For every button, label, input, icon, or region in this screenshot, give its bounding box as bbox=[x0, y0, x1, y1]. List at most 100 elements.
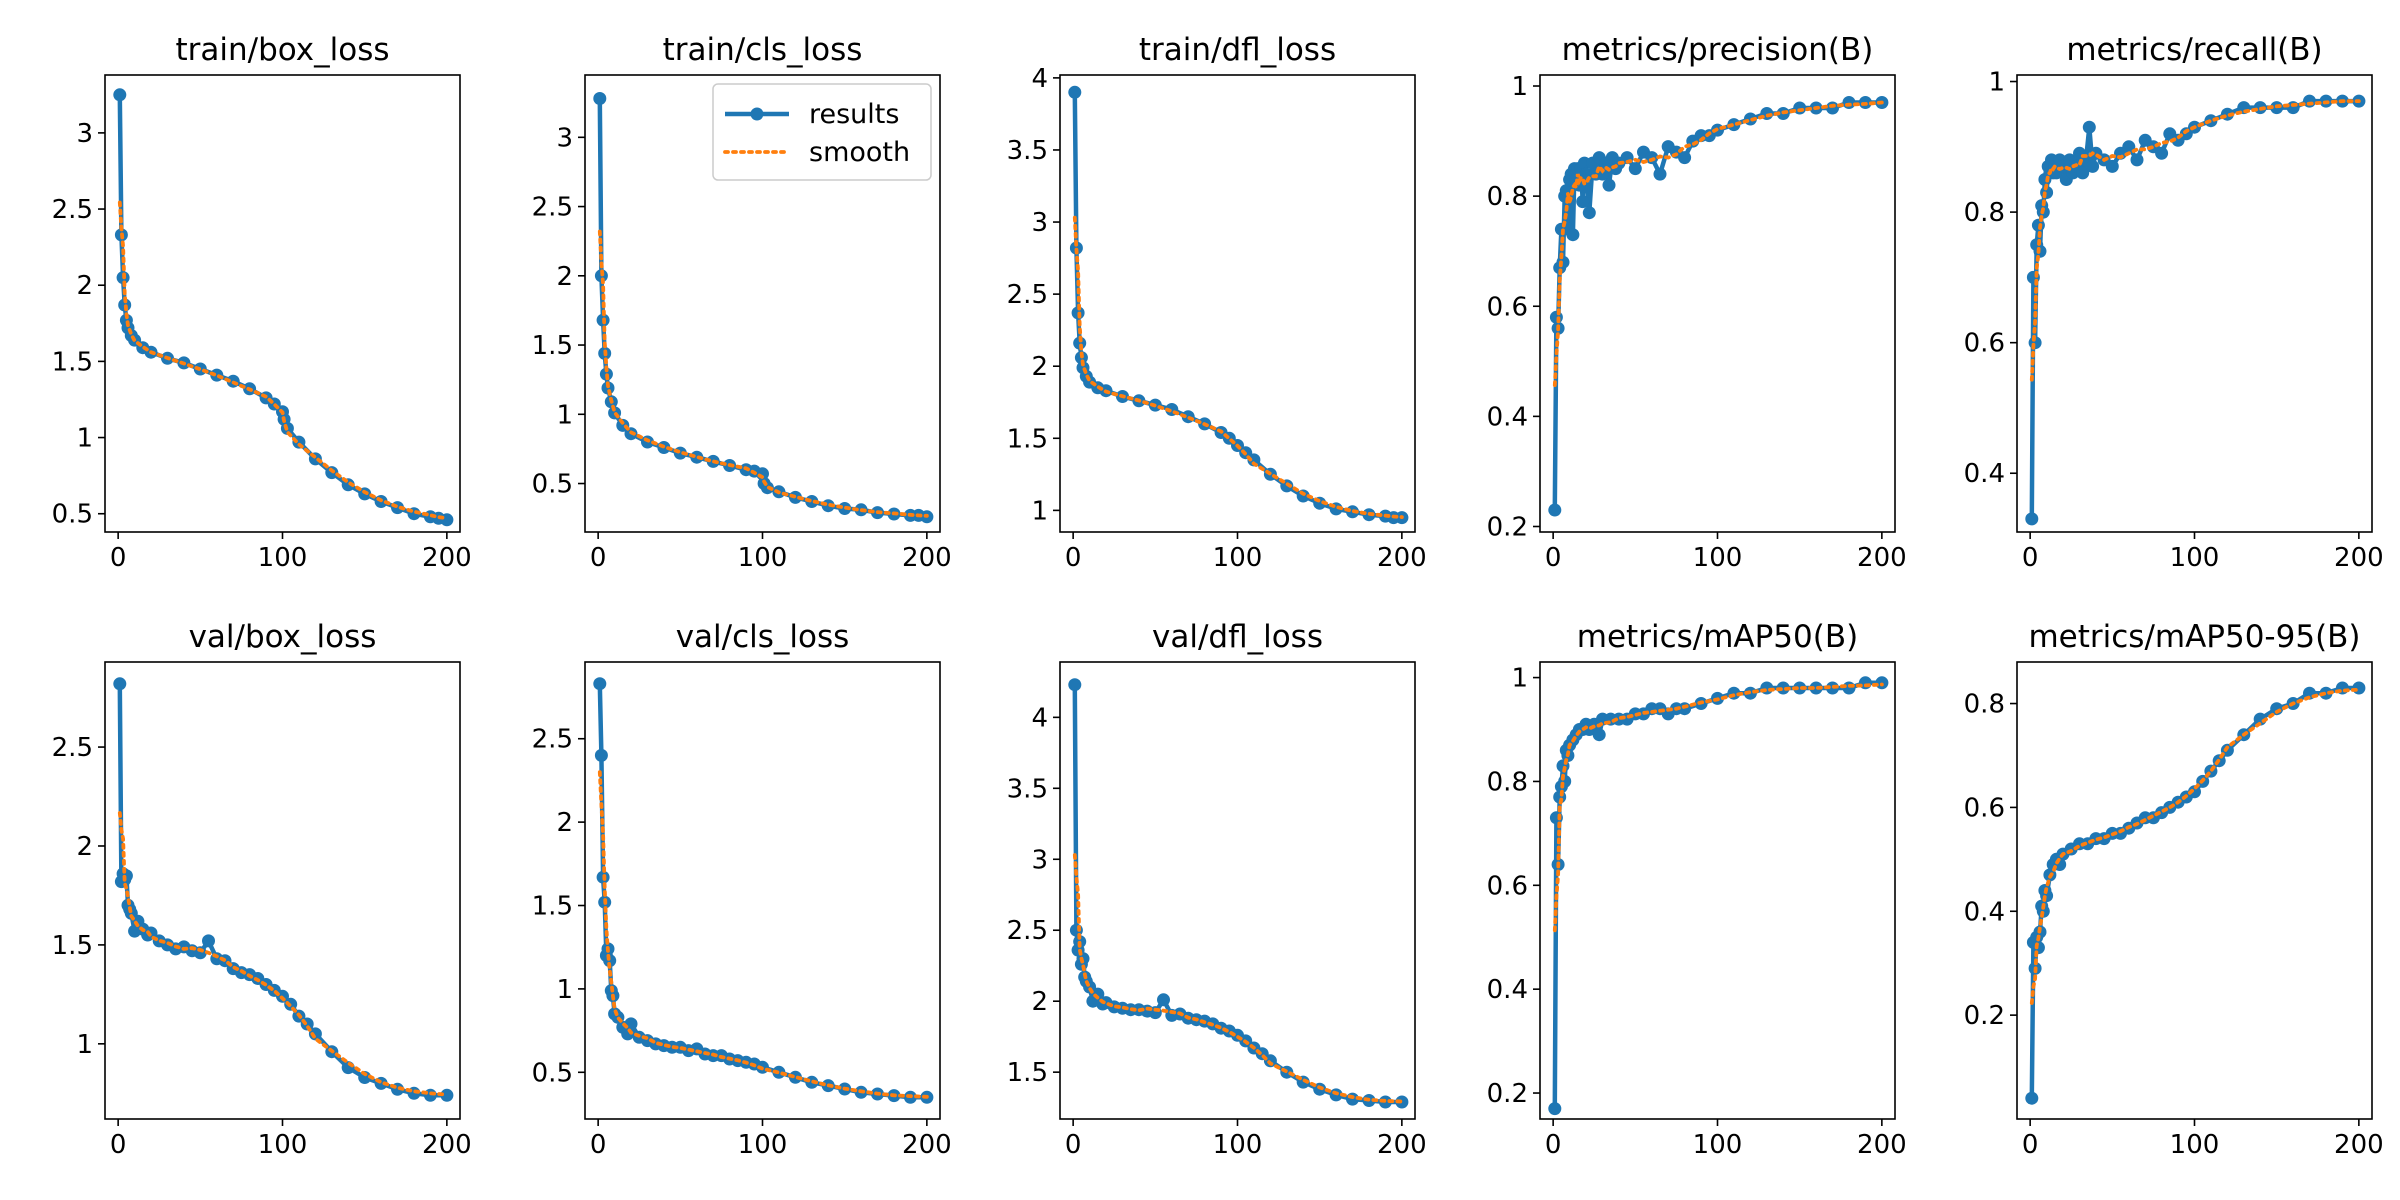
x-tick-label: 200 bbox=[422, 1130, 472, 1160]
results-point bbox=[2352, 681, 2366, 695]
y-tick-label: 0.8 bbox=[1964, 198, 2005, 228]
subplot-title: metrics/mAP50-95(B) bbox=[2028, 619, 2360, 655]
y-tick-label: 2.5 bbox=[532, 725, 573, 755]
x-tick-label: 0 bbox=[1545, 543, 1562, 573]
x-tick-label: 0 bbox=[1065, 1130, 1082, 1160]
y-tick-label: 1 bbox=[76, 1030, 93, 1060]
y-tick-label: 3 bbox=[1031, 208, 1048, 238]
results-point bbox=[2086, 159, 2100, 173]
subplot-title: train/cls_loss bbox=[663, 32, 863, 68]
results-point bbox=[202, 934, 215, 948]
y-tick-label: 1 bbox=[556, 975, 573, 1005]
y-tick-label: 0.8 bbox=[1964, 690, 2005, 720]
results-point bbox=[440, 513, 454, 527]
results-point bbox=[2031, 218, 2045, 232]
results-point bbox=[1068, 678, 1082, 692]
results-point bbox=[1645, 151, 1659, 165]
y-tick-label: 1 bbox=[1511, 72, 1528, 102]
y-tick-label: 0.4 bbox=[1964, 459, 2005, 489]
results-point bbox=[2082, 120, 2096, 134]
y-tick-label: 0.6 bbox=[1487, 871, 1528, 901]
y-tick-label: 4 bbox=[1031, 703, 1048, 733]
y-tick-label: 1 bbox=[1988, 68, 2005, 98]
results-point bbox=[1576, 195, 1590, 209]
y-tick-label: 2.5 bbox=[1007, 280, 1048, 310]
y-tick-label: 0.4 bbox=[1964, 897, 2005, 927]
subplot-title: metrics/recall(B) bbox=[2066, 32, 2322, 68]
results-point bbox=[2025, 1091, 2039, 1105]
x-tick-label: 100 bbox=[2170, 1130, 2220, 1160]
smooth-series-line bbox=[1072, 215, 1404, 519]
smooth-series-line bbox=[117, 811, 449, 1097]
results-point bbox=[2303, 94, 2316, 108]
smooth-series-line bbox=[1072, 853, 1404, 1104]
y-tick-label: 3 bbox=[1031, 845, 1048, 875]
y-tick-label: 3.5 bbox=[1007, 136, 1048, 166]
y-tick-label: 0.6 bbox=[1964, 793, 2005, 823]
x-tick-label: 200 bbox=[2334, 543, 2384, 573]
results-point bbox=[2286, 101, 2300, 115]
results-point bbox=[1842, 96, 1856, 109]
y-tick-label: 3 bbox=[76, 119, 93, 149]
x-tick-label: 0 bbox=[110, 1130, 127, 1160]
results-point bbox=[2025, 512, 2039, 526]
subplot-5: metrics/recall(B) 0 100 200 0.4 0.6 0.8 1 bbox=[1964, 32, 2384, 573]
x-tick-label: 0 bbox=[590, 1130, 607, 1160]
results-point bbox=[788, 1070, 802, 1084]
y-tick-label: 2 bbox=[556, 262, 573, 292]
x-tick-label: 0 bbox=[1545, 1130, 1562, 1160]
subplot-3: train/dfl_loss 0 100 200 1 1.5 2 2.5 3 3.5 4 bbox=[1007, 32, 1427, 573]
x-tick-label: 0 bbox=[590, 543, 607, 573]
smooth-series-line bbox=[597, 770, 929, 1099]
results-point bbox=[440, 1088, 454, 1102]
y-tick-label: 1.5 bbox=[52, 347, 93, 377]
legend-results-marker bbox=[750, 107, 764, 121]
y-tick-label: 0.6 bbox=[1487, 292, 1528, 322]
results-point bbox=[593, 92, 607, 105]
results-point bbox=[1068, 85, 1082, 99]
y-tick-label: 2.5 bbox=[1007, 916, 1048, 946]
results-point bbox=[1566, 228, 1580, 242]
x-tick-label: 0 bbox=[1065, 543, 1082, 573]
subplot-title: metrics/precision(B) bbox=[1562, 32, 1874, 68]
subplot-9: metrics/mAP50(B) 0 100 200 0.2 0.4 0.6 0.8 1 bbox=[1487, 619, 1907, 1160]
legend-smooth-label: smooth bbox=[809, 137, 910, 168]
y-tick-label: 4 bbox=[1031, 64, 1048, 94]
x-tick-label: 100 bbox=[2170, 543, 2220, 573]
subplot-1: train/box_loss 0 100 200 0.5 1 1.5 2 2.5 3 bbox=[52, 32, 472, 573]
results-point bbox=[1793, 681, 1807, 695]
subplot-4: metrics/precision(B) 0 100 200 0.2 0.4 0.6 0.8 1 bbox=[1487, 32, 1907, 573]
results-point bbox=[1157, 993, 1170, 1007]
results-point bbox=[603, 954, 617, 968]
x-tick-label: 200 bbox=[1377, 543, 1427, 573]
legend-box bbox=[712, 83, 932, 181]
subplot-7: val/cls_loss 0 100 200 0.5 1 1.5 2 2.5 bbox=[532, 619, 952, 1160]
subplot-title: val/dfl_loss bbox=[1152, 619, 1323, 655]
smooth-series-line bbox=[1552, 682, 1884, 933]
x-tick-label: 200 bbox=[1377, 1130, 1427, 1160]
results-point bbox=[2319, 686, 2333, 700]
y-tick-label: 2 bbox=[76, 832, 93, 862]
results-point bbox=[1826, 101, 1839, 115]
results-point bbox=[113, 88, 127, 102]
results-point bbox=[1548, 503, 1562, 517]
y-tick-label: 1.5 bbox=[1007, 1058, 1048, 1088]
smooth-series-line bbox=[2029, 99, 2361, 382]
results-point bbox=[593, 677, 607, 691]
y-tick-label: 0.2 bbox=[1487, 512, 1528, 542]
y-tick-label: 0.6 bbox=[1964, 329, 2005, 359]
results-point bbox=[358, 1071, 372, 1084]
y-tick-label: 2 bbox=[1031, 987, 1048, 1017]
y-tick-label: 0.2 bbox=[1487, 1079, 1528, 1109]
subplot-8: val/dfl_loss 0 100 200 1.5 2 2.5 3 3.5 4 bbox=[1007, 619, 1427, 1160]
legend-results-label: results bbox=[809, 99, 899, 130]
y-tick-label: 0.5 bbox=[532, 470, 573, 500]
y-tick-label: 0.8 bbox=[1487, 182, 1528, 212]
x-tick-label: 0 bbox=[110, 543, 127, 573]
subplot-title: val/cls_loss bbox=[676, 619, 850, 655]
results-point bbox=[2188, 785, 2201, 799]
y-tick-label: 0.5 bbox=[52, 500, 93, 530]
results-point bbox=[1727, 118, 1741, 132]
